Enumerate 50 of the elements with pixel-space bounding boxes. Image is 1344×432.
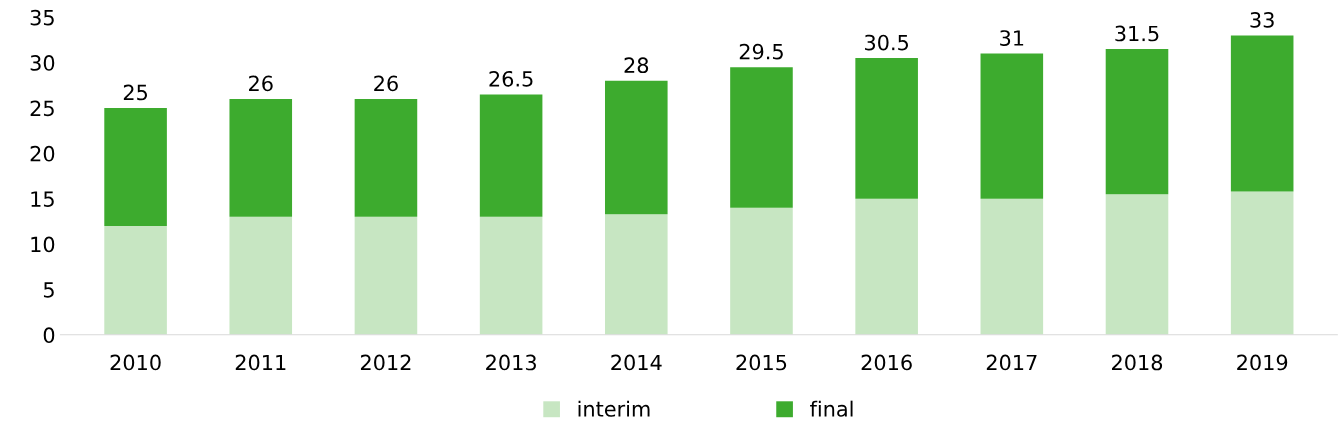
total-label: 29.5	[739, 43, 783, 60]
y-tick-label: 20	[30, 145, 55, 162]
x-tick-label: 2019	[1237, 354, 1288, 371]
x-tick-label: 2010	[110, 354, 161, 371]
legend-label: interim	[578, 400, 650, 417]
bar	[1230, 35, 1294, 192]
bar	[730, 207, 793, 335]
total-label: 26	[249, 75, 273, 92]
y-tick-label: 10	[31, 236, 55, 253]
x-tick-label: 2012	[360, 354, 411, 371]
x-tick-label: 2018	[1112, 354, 1163, 371]
total-label: 26	[374, 75, 398, 92]
x-tick-label: 2013	[486, 354, 536, 371]
x-tick-label: 2014	[611, 354, 662, 371]
y-tick-label: 15	[31, 191, 54, 207]
bar	[605, 214, 668, 335]
y-tick-label: 5	[43, 282, 54, 298]
total-label: 30.5	[865, 34, 909, 51]
total-label: 33	[1250, 12, 1274, 28]
bar	[730, 67, 793, 208]
bar	[1105, 194, 1169, 335]
bar	[855, 58, 918, 199]
x-tick-label: 2016	[861, 354, 912, 371]
total-label: 25	[123, 84, 148, 101]
bar	[1230, 191, 1294, 335]
bar	[229, 216, 293, 335]
total-label: 31	[1000, 30, 1024, 46]
x-tick-label: 2017	[986, 354, 1037, 371]
total-label: 28	[624, 57, 649, 74]
bar	[980, 198, 1044, 335]
total-label: 31.5	[1115, 25, 1159, 42]
y-tick-label: 0	[43, 327, 55, 344]
total-label: 26.5	[489, 70, 533, 87]
legend-label: final	[810, 400, 853, 417]
bar	[479, 216, 543, 335]
bar	[229, 98, 293, 217]
bar	[980, 53, 1044, 199]
bar	[605, 80, 668, 215]
y-tick-label: 30	[30, 55, 55, 71]
bar	[354, 216, 418, 335]
bar	[479, 94, 543, 217]
x-tick-label: 2011	[235, 354, 286, 371]
y-tick-label: 25	[30, 100, 54, 117]
y-tick-label: 35	[30, 9, 54, 26]
bar	[104, 108, 167, 226]
bar	[855, 198, 918, 335]
bar	[1105, 49, 1169, 195]
bar	[354, 98, 418, 217]
x-tick-label: 2015	[736, 354, 787, 371]
bar	[104, 225, 167, 335]
